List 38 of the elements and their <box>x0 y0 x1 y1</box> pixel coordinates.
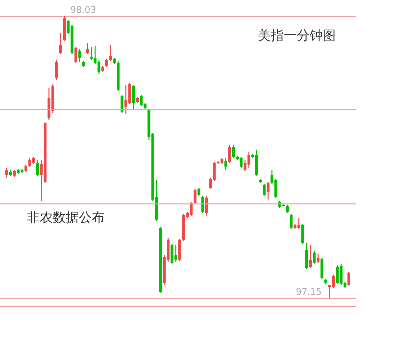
candlestick <box>124 84 128 115</box>
candlestick <box>224 158 228 170</box>
candlestick <box>202 195 204 214</box>
candlestick <box>56 60 58 81</box>
candlestick <box>263 184 266 196</box>
text: 美指一分钟图 <box>258 28 336 44</box>
candlestick <box>174 244 178 262</box>
candlestick <box>6 168 8 178</box>
candlestick <box>90 46 93 61</box>
annotation: 98.03 <box>70 6 96 16</box>
candlestick <box>248 151 251 169</box>
candlestick <box>320 257 324 280</box>
candlestick <box>348 272 350 286</box>
candlestick <box>274 178 278 198</box>
candlestick <box>86 42 90 55</box>
candlestick <box>190 202 193 216</box>
candlestick <box>63 16 66 42</box>
candlestick <box>74 46 78 64</box>
candlestick <box>290 213 293 230</box>
annotation: 非农数据公布 <box>27 211 105 226</box>
candlestick <box>298 217 300 230</box>
candlestick <box>232 144 236 159</box>
candlestick <box>178 238 182 262</box>
candlestick <box>316 254 320 264</box>
candlestick <box>140 94 143 106</box>
candlestick <box>78 48 82 63</box>
candlestick <box>228 144 232 164</box>
candlestick <box>313 250 316 264</box>
candlestick <box>59 32 62 55</box>
candlestick <box>302 224 304 245</box>
candlestick <box>109 44 112 62</box>
candlestick <box>309 244 312 269</box>
candlestick <box>128 82 132 105</box>
candlestick <box>194 188 197 205</box>
annotation: 97.15 <box>296 288 322 298</box>
candlestick <box>240 156 243 169</box>
candlestick <box>340 263 343 286</box>
candlestick <box>336 264 339 284</box>
